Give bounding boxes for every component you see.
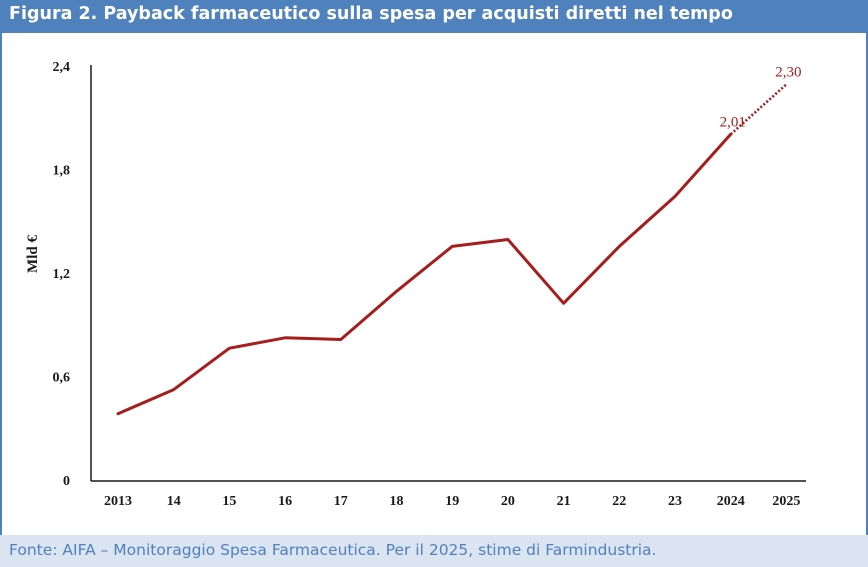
data-label: 2,30 <box>775 64 801 80</box>
series-line-actual <box>116 132 733 416</box>
x-tick-label: 16 <box>278 494 292 509</box>
x-tick-label: 2025 <box>772 494 800 509</box>
figure-footer: Fonte: AIFA – Monitoraggio Spesa Farmace… <box>0 535 868 567</box>
x-tick-label: 17 <box>334 494 348 509</box>
chart-marks: 2,01 2,30 <box>116 64 802 416</box>
y-axis-label: Mld € <box>25 235 41 273</box>
chart-axes: 0 0,6 1,2 1,8 2,4 2013 14 15 16 17 18 19 20 21 22 23 202… <box>53 60 806 509</box>
figure-title: Figura 2. Payback farmaceutico sulla spe… <box>9 4 733 24</box>
y-tick-label: 1,8 <box>53 164 71 179</box>
x-tick-label: 19 <box>445 494 459 509</box>
x-tick-label: 18 <box>390 494 404 509</box>
line-chart: 0 0,6 1,2 1,8 2,4 2013 14 15 16 17 18 19 20 21 22 23 202… <box>25 60 806 509</box>
y-tick-label: 1,2 <box>53 267 71 282</box>
x-tick-label: 23 <box>668 494 682 509</box>
x-tick-label: 2013 <box>104 494 132 509</box>
x-tick-label: 15 <box>222 494 236 509</box>
y-tick-label: 0,6 <box>53 371 71 386</box>
source-note: Fonte: AIFA – Monitoraggio Spesa Farmace… <box>9 541 657 559</box>
series-line-estimate <box>729 83 788 136</box>
y-tick-label: 0 <box>63 474 70 489</box>
x-tick-label: 14 <box>167 494 181 509</box>
x-tick-label: 20 <box>501 494 515 509</box>
data-label: 2,01 <box>720 114 746 130</box>
y-tick-label: 2,4 <box>53 60 71 75</box>
x-tick-label: 22 <box>612 494 626 509</box>
figure-header: Figura 2. Payback farmaceutico sulla spe… <box>0 0 868 33</box>
x-tick-label: 2024 <box>717 494 745 509</box>
x-tick-label: 21 <box>557 494 571 509</box>
